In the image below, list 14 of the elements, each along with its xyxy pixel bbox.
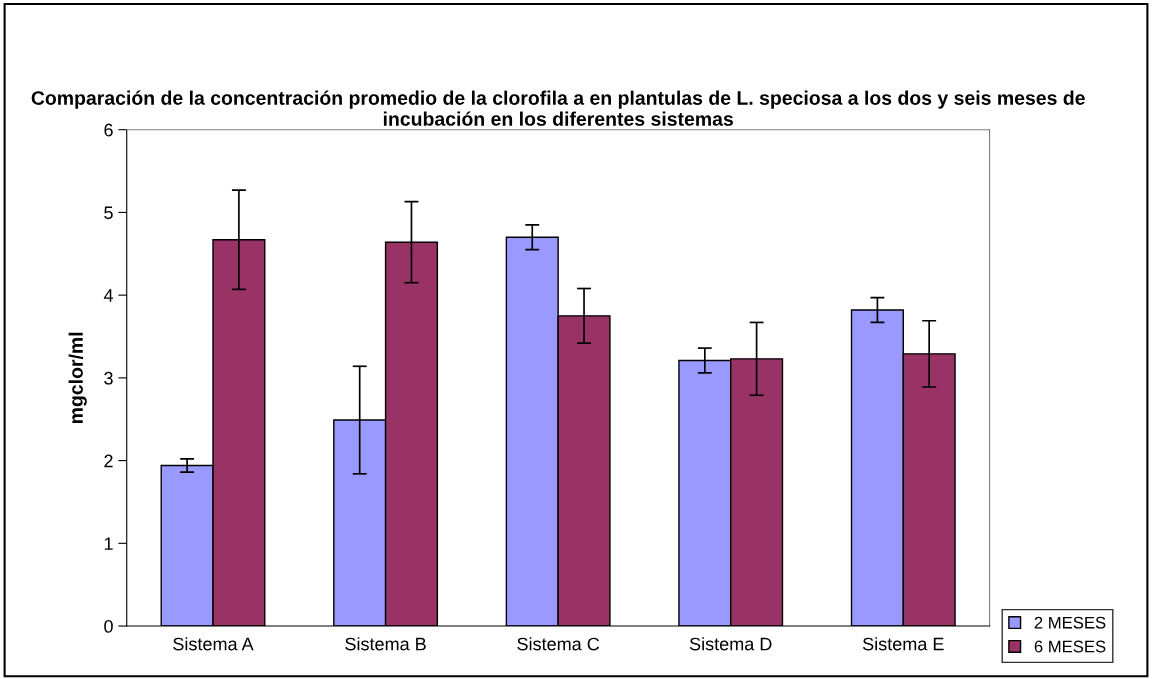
x-tick-label: Sistema C	[517, 637, 600, 651]
y-tick-label: 0	[104, 619, 113, 633]
legend-label: 6 MESES	[1034, 640, 1106, 653]
y-tick-label: 1	[104, 537, 113, 550]
x-tick-label: Sistema D	[689, 637, 772, 651]
y-tick-label: 2	[104, 454, 113, 468]
y-tick-label: 4	[103, 289, 113, 302]
y-tick-label: 5	[104, 206, 113, 220]
x-tick-label: Sistema B	[345, 637, 426, 651]
y-tick-label: 3	[104, 371, 113, 385]
x-tick-label: Sistema A	[173, 637, 254, 651]
y-axis-title: mgclor/ml	[68, 332, 87, 424]
x-tick-label: Sistema E	[862, 637, 944, 651]
legend-label: 2 MESES	[1034, 616, 1106, 629]
